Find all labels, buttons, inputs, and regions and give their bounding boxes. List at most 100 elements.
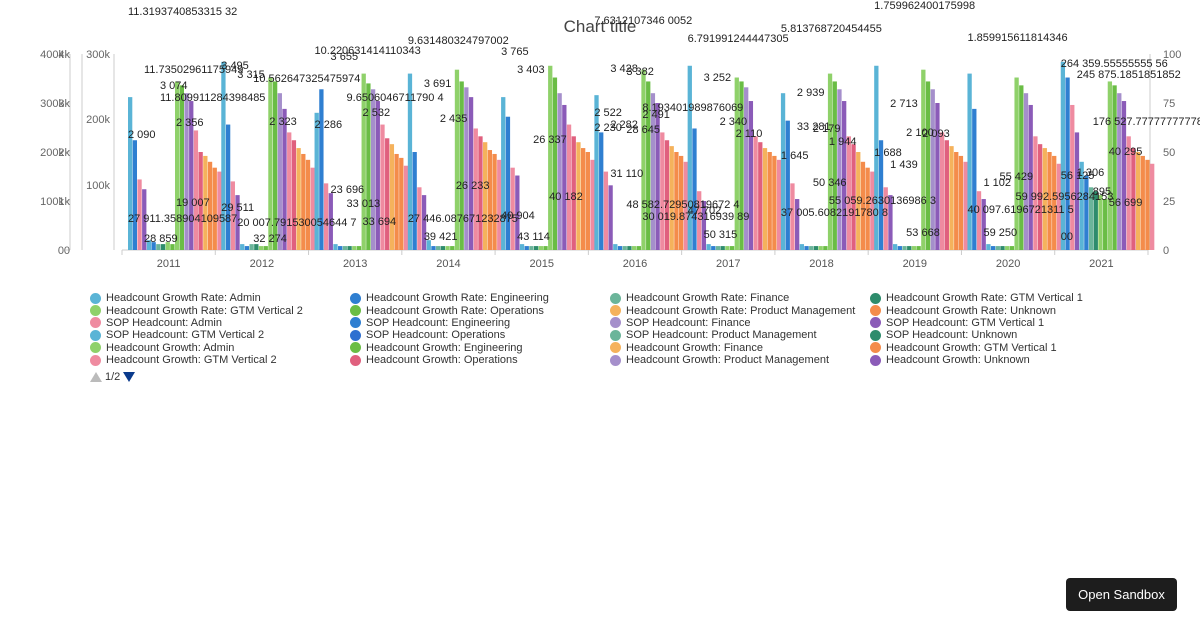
legend-item[interactable]: SOP Headcount: Engineering [350, 317, 610, 329]
bar[interactable] [207, 161, 213, 250]
legend-item[interactable]: Headcount Growth: Finance [610, 342, 870, 354]
bar[interactable] [967, 73, 972, 250]
bar[interactable] [221, 61, 226, 251]
bar[interactable] [1103, 199, 1108, 250]
bar[interactable] [440, 246, 446, 250]
bar[interactable] [832, 81, 837, 250]
bar[interactable] [856, 152, 861, 250]
bar[interactable] [445, 246, 450, 250]
bar[interactable] [972, 108, 977, 250]
bar[interactable] [217, 171, 222, 250]
bar[interactable] [417, 187, 422, 250]
bar[interactable] [888, 195, 893, 250]
bar[interactable] [669, 146, 674, 250]
bar[interactable] [818, 246, 823, 250]
bar[interactable] [557, 93, 562, 250]
bar[interactable] [580, 148, 586, 250]
bar[interactable] [492, 153, 497, 250]
bar[interactable] [412, 152, 417, 250]
bar[interactable] [631, 246, 637, 250]
bar[interactable] [1070, 104, 1075, 251]
legend-item[interactable]: Headcount Growth: Unknown [870, 354, 1120, 366]
bar[interactable] [939, 132, 945, 250]
bar[interactable] [599, 132, 604, 250]
bar[interactable] [646, 81, 651, 250]
bar[interactable] [244, 246, 250, 250]
bar[interactable] [799, 244, 805, 250]
bar[interactable] [603, 171, 609, 250]
bar[interactable] [744, 87, 749, 250]
bar[interactable] [1079, 161, 1084, 250]
bar[interactable] [225, 124, 231, 250]
bar[interactable] [1028, 104, 1033, 251]
bar[interactable] [240, 244, 245, 250]
bar[interactable] [613, 244, 618, 250]
bar[interactable] [641, 69, 646, 251]
bar[interactable] [617, 246, 623, 250]
bar[interactable] [590, 159, 595, 250]
bar[interactable] [515, 175, 520, 250]
bar[interactable] [1126, 136, 1131, 250]
bar[interactable] [497, 159, 502, 250]
bar[interactable] [921, 69, 926, 251]
bar[interactable] [347, 246, 352, 250]
bar[interactable] [291, 140, 297, 250]
bar[interactable] [1140, 155, 1145, 250]
bar[interactable] [809, 246, 814, 250]
bar[interactable] [1131, 148, 1136, 250]
bar[interactable] [543, 246, 548, 250]
bar[interactable] [356, 246, 362, 250]
bar[interactable] [692, 128, 697, 250]
bar[interactable] [189, 101, 194, 250]
bar[interactable] [212, 167, 217, 250]
bar[interactable] [310, 167, 315, 250]
open-sandbox-button[interactable]: Open Sandbox [1066, 578, 1177, 611]
bar[interactable] [795, 199, 800, 250]
legend-item[interactable]: Headcount Growth: Admin [90, 342, 350, 354]
bar[interactable] [911, 246, 917, 250]
bar[interactable] [748, 101, 754, 250]
bar[interactable] [1150, 163, 1155, 250]
legend-item[interactable]: Headcount Growth: GTM Vertical 1 [870, 342, 1120, 354]
bar[interactable] [762, 148, 768, 250]
bar[interactable] [576, 142, 581, 250]
bar[interactable] [1023, 93, 1029, 250]
bar[interactable] [678, 155, 684, 250]
bar[interactable] [585, 152, 590, 250]
bar[interactable] [160, 244, 166, 250]
bar[interactable] [366, 83, 371, 251]
bar[interactable] [925, 81, 931, 250]
bar[interactable] [459, 81, 464, 250]
bar[interactable] [767, 152, 772, 250]
bar[interactable] [622, 246, 627, 250]
bar[interactable] [487, 150, 493, 250]
bar[interactable] [361, 73, 366, 250]
legend-item[interactable]: Headcount Growth Rate: GTM Vertical 2 [90, 304, 350, 317]
bar[interactable] [394, 153, 399, 250]
bar[interactable] [935, 103, 940, 250]
bar[interactable] [552, 77, 558, 251]
bar[interactable] [878, 140, 884, 250]
bar[interactable] [1088, 187, 1094, 250]
bar[interactable] [785, 120, 790, 250]
bar[interactable] [1056, 163, 1062, 250]
bar[interactable] [137, 179, 142, 250]
legend-item[interactable]: SOP Headcount: Unknown [870, 329, 1120, 341]
bar[interactable] [333, 244, 338, 250]
bar[interactable] [501, 97, 506, 251]
bar[interactable] [562, 104, 567, 251]
bar[interactable] [301, 153, 306, 250]
bar[interactable] [407, 73, 413, 250]
bar[interactable] [780, 93, 786, 250]
legend-item[interactable]: Headcount Growth: GTM Vertical 2 [90, 354, 350, 366]
bar[interactable] [323, 183, 329, 250]
bar[interactable] [664, 140, 670, 250]
bar[interactable] [170, 244, 175, 250]
bar[interactable] [338, 246, 343, 250]
bar[interactable] [272, 81, 278, 250]
pager-down-arrow-icon[interactable] [123, 372, 136, 382]
bar[interactable] [1084, 175, 1089, 250]
bar[interactable] [505, 116, 511, 250]
bar[interactable] [1009, 246, 1015, 250]
bar[interactable] [1093, 191, 1098, 250]
